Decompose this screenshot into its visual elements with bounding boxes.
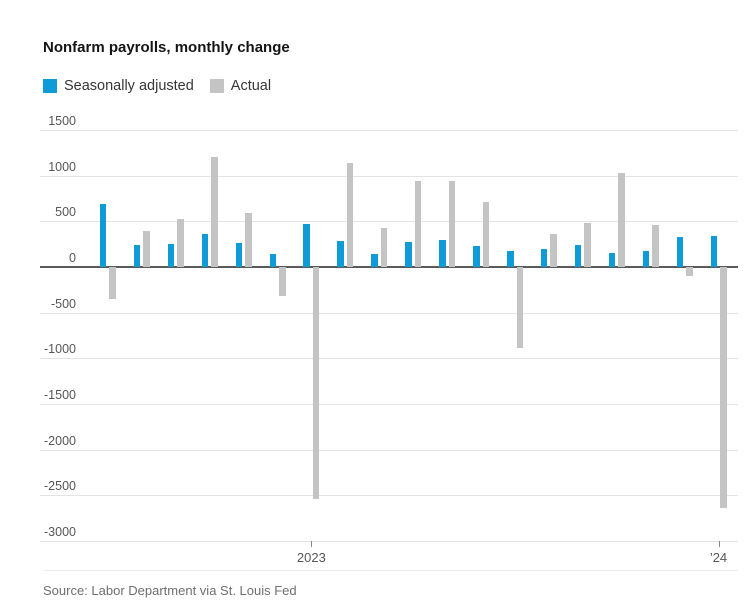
bar-seasonally-adjusted-jul-2022	[99, 204, 107, 267]
legend-item-seasonally-adjusted: Seasonally adjusted	[43, 78, 194, 94]
bar-seasonally-adjusted-dec-2022	[269, 254, 276, 267]
bar-seasonally-adjusted-jan-2023	[303, 223, 310, 267]
gridline-500	[40, 221, 738, 223]
legend-label-actual: Actual	[230, 78, 272, 94]
bar-actual-nov-2022	[245, 213, 252, 267]
bar-seasonally-adjusted-jan-2024	[710, 235, 717, 267]
footer-divider	[43, 570, 738, 571]
bar-actual-jan-2024	[720, 267, 727, 509]
bar-seasonally-adjusted-sep-2023	[574, 244, 582, 267]
legend-item-actual: Actual	[209, 78, 272, 94]
gridline--1500	[40, 404, 738, 405]
y-axis-label-500: 500	[55, 205, 76, 220]
x-axis-label-2023: 2023	[296, 550, 326, 565]
y-axis-label--1500: -1500	[44, 388, 76, 402]
bar-actual-dec-2023	[686, 267, 693, 277]
bar-seasonally-adjusted-mar-2023	[371, 253, 378, 267]
y-axis-label--2500: -2500	[44, 479, 76, 494]
gridline--3000	[40, 541, 738, 542]
bar-actual-may-2023	[448, 181, 456, 267]
bar-actual-oct-2022	[211, 157, 218, 267]
bar-seasonally-adjusted-nov-2022	[235, 243, 243, 267]
legend-swatch-actual	[209, 79, 224, 93]
gridline--1000	[40, 358, 738, 360]
bar-actual-aug-2023	[550, 234, 557, 267]
gridline--2000	[40, 449, 738, 451]
bar-seasonally-adjusted-sep-2022	[167, 244, 175, 267]
x-axis-label-24: ’24	[709, 550, 728, 565]
bar-seasonally-adjusted-oct-2023	[608, 253, 616, 267]
bar-actual-sep-2023	[584, 222, 591, 267]
bar-seasonally-adjusted-jun-2023	[473, 246, 480, 267]
bar-actual-jan-2023	[312, 267, 320, 499]
bar-actual-sep-2022	[177, 219, 184, 268]
bar-seasonally-adjusted-jul-2023	[507, 251, 514, 267]
bar-actual-jun-2023	[482, 201, 489, 267]
bar-actual-nov-2023	[652, 225, 659, 267]
x-axis-tick-2023	[311, 541, 313, 547]
y-axis-label--500: -500	[50, 296, 76, 311]
bar-actual-oct-2023	[618, 172, 625, 267]
legend-label-seasonally-adjusted: Seasonally adjusted	[64, 78, 194, 94]
x-axis-tick-24	[718, 541, 720, 547]
gridline--2500	[40, 495, 738, 497]
y-axis-label--3000: -3000	[44, 525, 76, 539]
bar-actual-jul-2022	[109, 267, 116, 300]
y-axis-label--2000: -2000	[44, 433, 76, 448]
bar-seasonally-adjusted-apr-2023	[405, 242, 412, 267]
bar-seasonally-adjusted-nov-2023	[642, 250, 650, 267]
y-axis-label-0: 0	[69, 251, 76, 265]
bar-actual-jul-2023	[516, 267, 523, 348]
bar-seasonally-adjusted-aug-2022	[133, 245, 141, 267]
y-axis-label-1000: 1000	[48, 159, 76, 174]
chart-title: Nonfarm payrolls, monthly change	[43, 39, 290, 56]
y-axis-label-1500: 1500	[48, 114, 76, 128]
source-note: Source: Labor Department via St. Louis F…	[43, 583, 297, 598]
bar-actual-dec-2022	[279, 267, 286, 296]
gridline--500	[40, 312, 738, 314]
gridline-1500	[40, 130, 738, 131]
bar-actual-mar-2023	[380, 228, 388, 267]
bar-seasonally-adjusted-may-2023	[439, 239, 446, 267]
legend-swatch-seasonally-adjusted	[43, 79, 57, 93]
bar-seasonally-adjusted-dec-2023	[676, 236, 684, 267]
bar-seasonally-adjusted-aug-2023	[540, 248, 548, 267]
bar-actual-aug-2022	[143, 230, 150, 267]
bar-actual-apr-2023	[414, 180, 422, 267]
legend: Seasonally adjusted Actual	[43, 78, 271, 94]
gridline-1000	[40, 175, 738, 177]
bar-seasonally-adjusted-feb-2023	[337, 241, 344, 267]
bar-actual-feb-2023	[346, 163, 354, 267]
y-axis-label--1000: -1000	[44, 342, 76, 357]
zero-line	[40, 266, 738, 268]
bar-seasonally-adjusted-oct-2022	[201, 234, 209, 267]
